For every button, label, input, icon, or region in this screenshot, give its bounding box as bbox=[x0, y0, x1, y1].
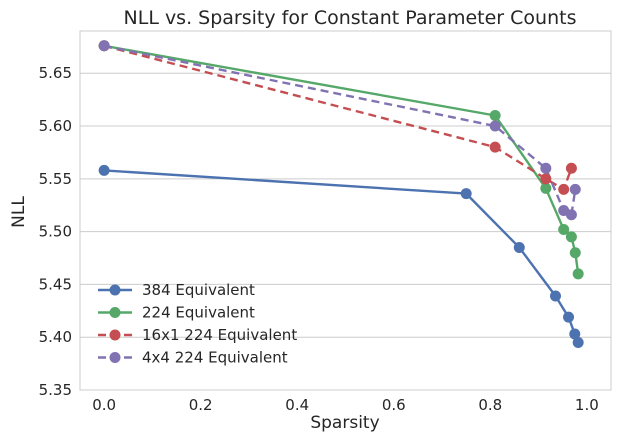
plot-frame bbox=[79, 30, 612, 391]
x-tick-label: 0.0 bbox=[92, 396, 116, 414]
data-point bbox=[460, 188, 472, 200]
data-point bbox=[489, 120, 501, 132]
y-tick-label: 5.50 bbox=[39, 223, 72, 241]
y-tick-label: 5.55 bbox=[39, 170, 72, 188]
y-tick-labels: 5.35 5.40 5.45 5.50 5.55 5.60 5.65 bbox=[39, 64, 72, 399]
data-point bbox=[569, 183, 581, 195]
data-point bbox=[558, 224, 570, 236]
x-tick-label: 1.0 bbox=[575, 396, 599, 414]
data-point bbox=[572, 336, 584, 348]
data-point bbox=[540, 182, 552, 194]
x-tick-label: 0.2 bbox=[189, 396, 213, 414]
legend-label: 16x1 224 Equivalent bbox=[142, 326, 297, 344]
y-tick-label: 5.40 bbox=[39, 328, 72, 346]
data-point bbox=[572, 268, 584, 280]
data-point bbox=[565, 162, 577, 174]
y-tick-label: 5.60 bbox=[39, 117, 72, 135]
data-point bbox=[569, 247, 581, 259]
y-tick-label: 5.45 bbox=[39, 275, 72, 293]
x-axis-label: Sparsity bbox=[310, 413, 379, 433]
data-point bbox=[513, 241, 525, 253]
legend: 384 Equivalent 224 Equivalent 16x1 224 Equ… bbox=[98, 281, 297, 367]
legend-label: 384 Equivalent bbox=[142, 281, 255, 299]
legend-marker bbox=[109, 352, 121, 363]
legend-marker bbox=[109, 284, 121, 296]
series-markers bbox=[98, 40, 584, 348]
data-point bbox=[569, 328, 581, 340]
legend-label: 4x4 224 Equivalent bbox=[142, 349, 288, 367]
plot-area bbox=[80, 31, 611, 390]
data-point bbox=[565, 231, 577, 243]
data-point bbox=[558, 183, 570, 195]
y-axis-label: NLL bbox=[9, 196, 29, 228]
data-point bbox=[98, 164, 110, 176]
legend-label: 224 Equivalent bbox=[142, 304, 255, 322]
y-tick-label: 5.65 bbox=[39, 64, 72, 82]
x-tick-label: 0.8 bbox=[478, 396, 502, 414]
legend-marker bbox=[109, 329, 121, 341]
y-tick-label: 5.35 bbox=[39, 381, 72, 399]
data-point bbox=[489, 141, 501, 153]
data-point bbox=[563, 311, 575, 323]
data-point bbox=[565, 209, 577, 221]
x-tick-label: 0.6 bbox=[382, 396, 406, 414]
data-point bbox=[489, 109, 501, 121]
x-tick-label: 0.4 bbox=[285, 396, 309, 414]
data-point bbox=[549, 290, 561, 302]
data-point bbox=[98, 40, 110, 52]
chart-title: NLL vs. Sparsity for Constant Parameter … bbox=[124, 7, 577, 29]
legend-marker bbox=[109, 307, 121, 318]
data-point bbox=[540, 173, 552, 185]
x-tick-labels: 0.0 0.2 0.4 0.6 0.8 1.0 bbox=[92, 396, 599, 414]
data-point bbox=[540, 162, 552, 174]
